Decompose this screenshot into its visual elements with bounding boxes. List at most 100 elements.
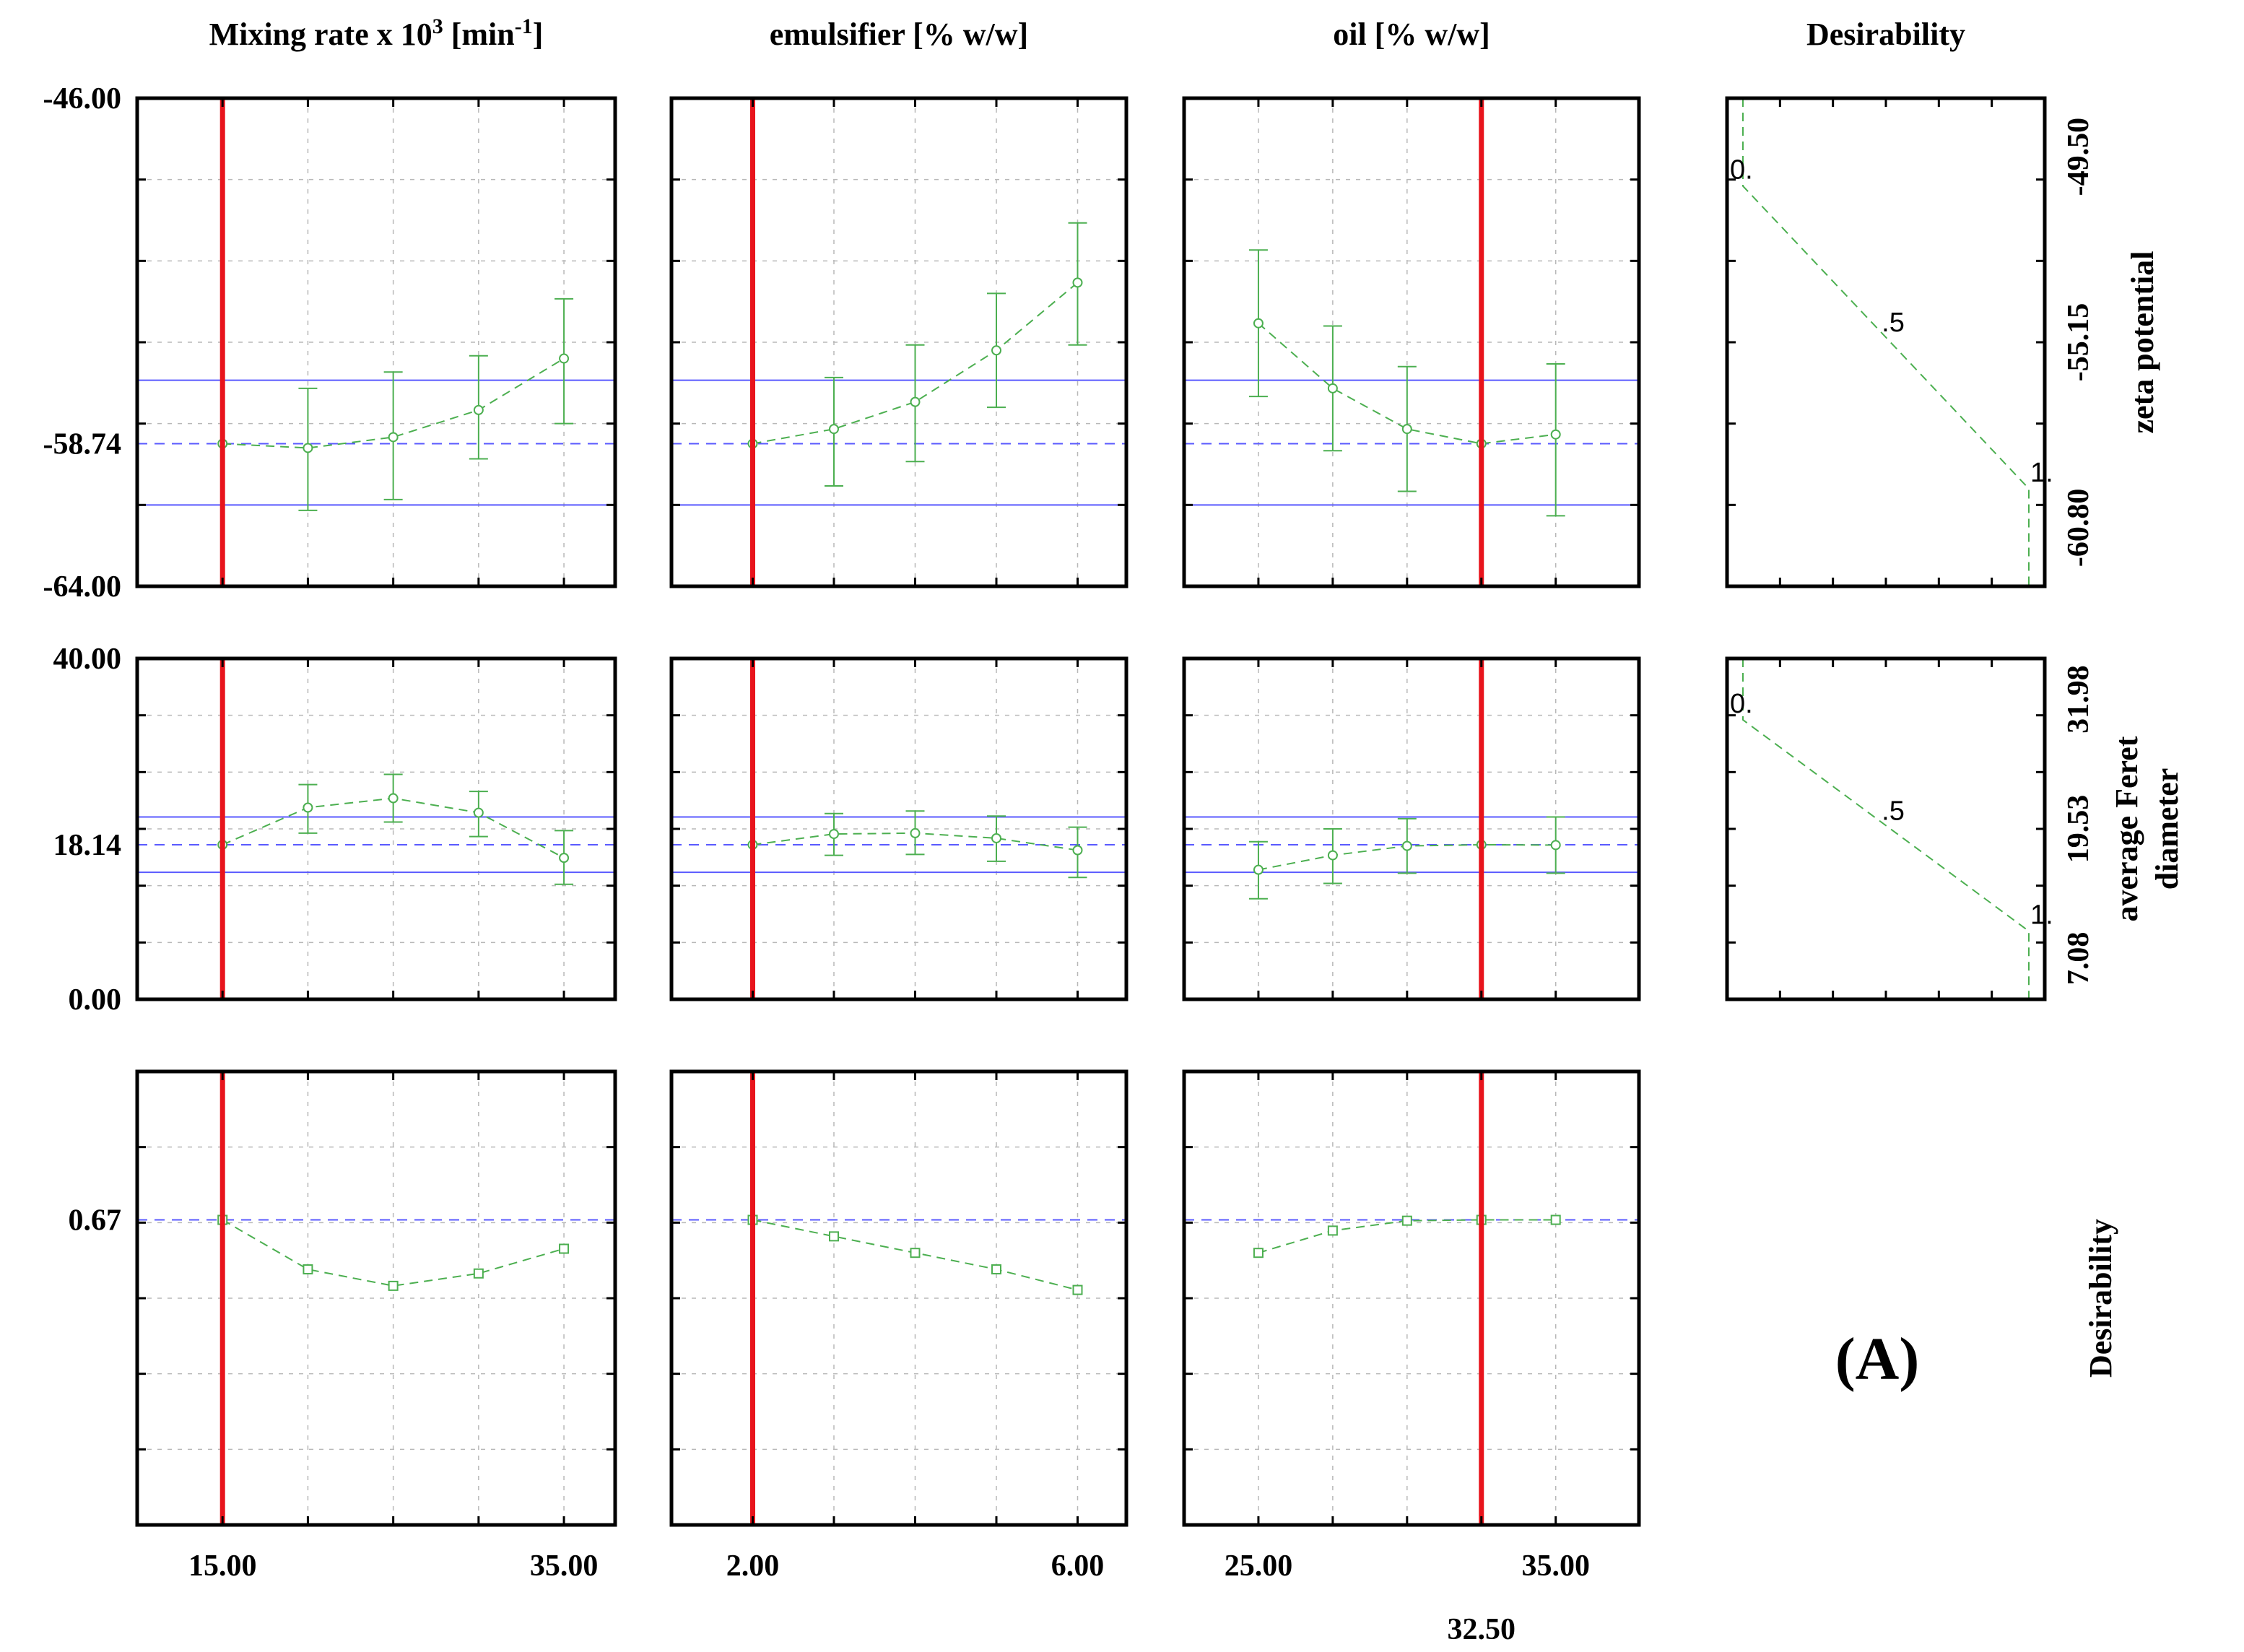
profile-panel (1182, 96, 1641, 588)
panel-frame (1725, 656, 2047, 1001)
y-tick-label: 0.67 (69, 1204, 122, 1238)
data-point (1072, 277, 1083, 288)
desirability-axis-tick-label: 19.53 (2062, 795, 2095, 864)
data-point (1550, 840, 1561, 851)
y-tick-label: -46.00 (43, 82, 122, 116)
data-point (1253, 864, 1264, 875)
profile-panel (1182, 656, 1641, 1001)
profile-panel (669, 96, 1128, 588)
data-point (1072, 1284, 1083, 1295)
desirability-curve (1742, 98, 2030, 586)
panel-frame (1725, 96, 2047, 588)
x-tick-label: 35.00 (530, 1549, 599, 1583)
panel-frame (1182, 1069, 1641, 1527)
desirability-panel: 0. .5 1. 31.98 19.53 7.08 average Feret diamete… (1725, 656, 2185, 1001)
response-name-line2: diameter (2149, 768, 2185, 890)
y-tick-label: 18.14 (53, 829, 122, 862)
panel-frame (669, 96, 1128, 588)
desirability-level-label: 0. (1730, 689, 1753, 719)
data-point (910, 396, 921, 407)
data-point (559, 353, 570, 364)
desirability-curve (1742, 658, 2030, 999)
desirability-axis-tick-label: 31.98 (2062, 665, 2095, 734)
desirability-axis-tick-label: -49.50 (2062, 118, 2095, 196)
y-tick-label: 0.00 (69, 983, 122, 1017)
factor-title: Mixing rate x 103 [min-1] (209, 14, 544, 52)
profile-panel (135, 96, 617, 588)
data-point (1550, 1214, 1561, 1225)
data-point (991, 345, 1001, 356)
desirability-level-label: .5 (1882, 796, 1905, 826)
data-point (473, 1268, 484, 1279)
data-point (1401, 424, 1412, 435)
data-point (303, 802, 313, 813)
desirability-level-label: 1. (2030, 900, 2053, 931)
desirability-level-label: 0. (1730, 155, 1753, 186)
data-point (829, 1231, 839, 1242)
profile-panel (669, 1069, 1128, 1527)
panel-frame (669, 1069, 1128, 1527)
desirability-axis-tick-label: -55.15 (2062, 303, 2095, 382)
desirability-axis-tick-label: -60.80 (2062, 489, 2095, 568)
data-point (388, 1280, 399, 1291)
data-point (303, 1264, 313, 1275)
panel-label: (A) (1835, 1326, 1920, 1393)
x-tick-label: 6.00 (1051, 1549, 1105, 1583)
x-tick-label: 2.00 (726, 1549, 780, 1583)
profile-line (1258, 322, 1556, 445)
profile-panel (135, 1069, 617, 1527)
current-setting-label: 32.50 (1448, 1613, 1516, 1646)
desirability-axis-tick-label: 7.08 (2062, 932, 2095, 986)
panel-frame (135, 96, 617, 588)
profile-line (222, 1219, 565, 1287)
response-name-line1: average Feret (2109, 736, 2144, 921)
y-tick-label: -64.00 (43, 570, 122, 604)
data-point (1253, 318, 1264, 329)
data-point (829, 829, 839, 840)
x-tick-label: 35.00 (1521, 1549, 1590, 1583)
data-point (991, 1264, 1001, 1275)
data-point (1327, 383, 1338, 394)
x-tick-label: 25.00 (1225, 1549, 1293, 1583)
desirability-panel: 0. .5 1. -49.50 -55.15 -60.80 zeta potential (1725, 96, 2160, 588)
desirability-level-label: 1. (2030, 458, 2053, 488)
panel-frame (669, 656, 1128, 1001)
data-point (1401, 1215, 1412, 1226)
data-point (1327, 850, 1338, 861)
x-tick-label: 15.00 (188, 1549, 257, 1583)
profile-panel (1182, 1069, 1641, 1527)
data-point (910, 1248, 921, 1258)
profile-line (222, 357, 565, 449)
panel-frame (1182, 96, 1641, 588)
desirability-column-title: Desirability (1806, 17, 1965, 52)
data-point (910, 827, 921, 838)
profile-panel (135, 656, 617, 1001)
profile-panels: -46.00 -58.74 -64.00 40.00 18.14 0.00 0.67 15.0… (43, 82, 1641, 1646)
data-point (1327, 1225, 1338, 1236)
panel-frame (135, 1069, 617, 1527)
data-point (473, 807, 484, 818)
data-point (473, 404, 484, 415)
data-point (1253, 1248, 1264, 1258)
data-point (991, 832, 1001, 843)
desirability-level-label: .5 (1882, 308, 1905, 338)
data-point (1401, 840, 1412, 851)
data-point (559, 853, 570, 864)
desirability-row-name: Desirability (2083, 1219, 2118, 1378)
data-point (303, 443, 313, 453)
panel-frame (1182, 656, 1641, 1001)
data-point (388, 432, 399, 443)
factor-title: emulsifier [% w/w] (770, 17, 1028, 52)
panel-frame (135, 656, 617, 1001)
data-point (829, 424, 839, 435)
data-point (559, 1243, 570, 1254)
profile-panel (669, 656, 1128, 1001)
response-name: zeta potential (2125, 251, 2160, 434)
y-tick-label: -58.74 (43, 427, 122, 461)
column-titles: Mixing rate x 103 [min-1] emulsifier [% w… (209, 14, 1965, 52)
y-tick-label: 40.00 (53, 643, 122, 676)
factor-title: oil [% w/w] (1333, 17, 1490, 52)
data-point (388, 793, 399, 804)
